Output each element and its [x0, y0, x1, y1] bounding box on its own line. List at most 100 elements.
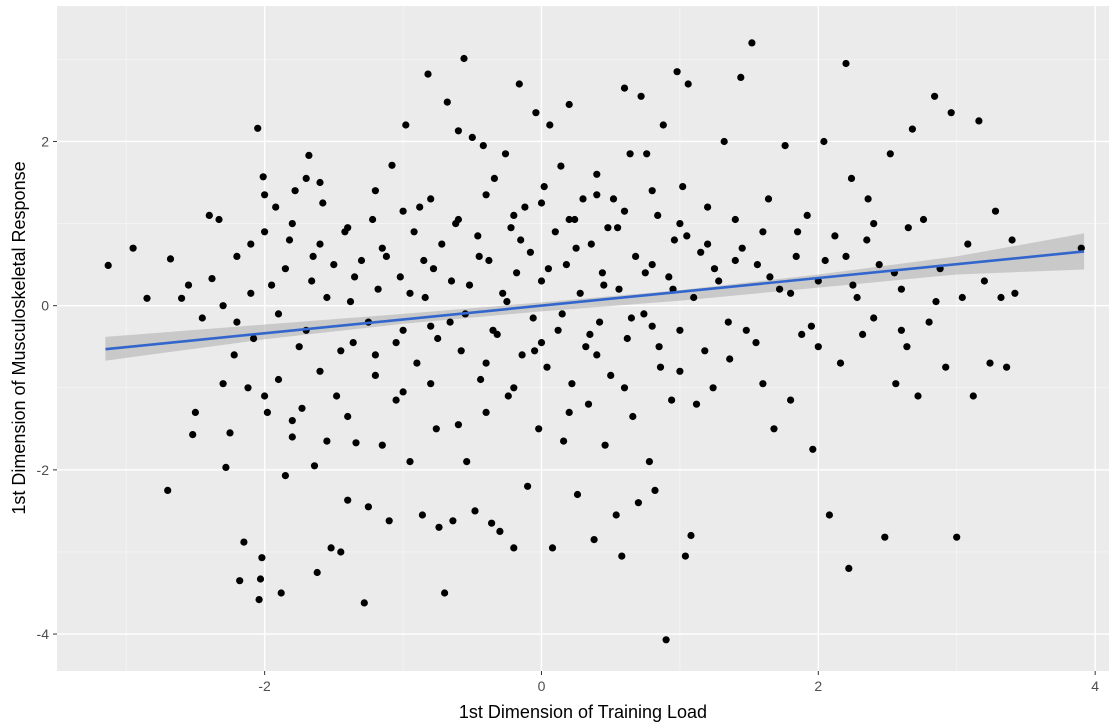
data-point	[396, 273, 404, 281]
data-point	[598, 269, 607, 277]
data-point	[258, 554, 266, 562]
data-point	[726, 355, 734, 363]
data-point	[429, 265, 438, 273]
regression-line	[105, 250, 1085, 351]
data-point	[614, 224, 622, 232]
data-point	[313, 568, 321, 577]
data-point	[392, 339, 400, 347]
data-point	[629, 412, 637, 421]
data-point	[454, 127, 462, 135]
data-point	[357, 256, 366, 265]
data-point	[980, 277, 989, 285]
data-point	[964, 240, 972, 248]
data-point	[673, 68, 681, 76]
data-point	[449, 517, 457, 525]
data-point	[399, 388, 407, 396]
data-point	[593, 191, 601, 199]
data-point	[764, 195, 773, 203]
data-point	[143, 294, 151, 302]
data-point	[420, 256, 428, 265]
data-point	[510, 384, 518, 392]
data-point	[676, 367, 684, 375]
data-point	[250, 334, 258, 343]
data-point	[554, 326, 562, 334]
data-point	[310, 462, 319, 470]
data-point	[548, 544, 557, 552]
data-point	[402, 121, 410, 129]
data-point	[845, 564, 853, 573]
data-point	[684, 80, 692, 88]
data-point	[302, 174, 310, 182]
data-point	[288, 433, 296, 441]
data-point	[432, 425, 440, 433]
data-point	[593, 170, 601, 178]
data-point	[593, 351, 601, 359]
data-point	[351, 273, 359, 281]
data-point	[261, 191, 269, 199]
data-point	[463, 458, 471, 466]
data-point	[701, 347, 709, 355]
data-point	[474, 232, 482, 240]
data-point	[288, 417, 296, 425]
data-point	[715, 277, 723, 285]
data-point	[704, 203, 712, 211]
data-point	[327, 544, 335, 552]
data-point	[752, 339, 760, 347]
data-point	[586, 330, 594, 338]
data-point	[892, 380, 900, 388]
data-point	[479, 142, 487, 150]
data-point	[399, 207, 407, 215]
x-tick-label: 2	[814, 678, 822, 694]
data-point	[847, 174, 856, 182]
data-point	[560, 437, 568, 445]
data-point	[607, 371, 615, 379]
data-point	[281, 265, 289, 273]
data-point	[382, 252, 390, 260]
data-point	[485, 256, 493, 265]
data-point	[305, 151, 313, 159]
data-point	[681, 552, 690, 560]
data-point	[215, 215, 223, 224]
data-point	[482, 408, 490, 416]
data-point	[590, 536, 598, 544]
data-point	[529, 314, 537, 322]
data-point	[787, 396, 795, 404]
data-point	[410, 228, 418, 236]
data-point	[526, 248, 535, 256]
data-point	[576, 289, 584, 297]
data-point	[244, 384, 252, 392]
data-point	[648, 187, 656, 195]
data-point	[897, 285, 906, 293]
data-point	[738, 244, 746, 252]
data-point	[908, 125, 917, 133]
data-point	[571, 215, 579, 224]
data-point	[546, 121, 554, 129]
data-point	[573, 490, 582, 499]
data-point	[226, 429, 234, 437]
data-point	[853, 293, 861, 302]
data-point	[864, 195, 872, 203]
data-point	[609, 195, 618, 203]
data-point	[344, 496, 352, 504]
data-point	[316, 178, 324, 187]
data-point	[337, 347, 345, 355]
data-point	[434, 334, 442, 343]
data-point	[731, 256, 739, 265]
data-point	[919, 215, 928, 224]
data-point	[319, 199, 327, 207]
data-point	[413, 359, 421, 367]
data-point	[521, 203, 529, 211]
y-tick-label: 2	[41, 133, 49, 149]
data-point	[914, 392, 922, 400]
data-point	[648, 322, 656, 330]
data-point	[371, 371, 379, 379]
data-point	[346, 298, 355, 306]
data-point	[198, 314, 206, 322]
data-point	[627, 314, 636, 322]
data-point	[540, 183, 548, 191]
data-point	[513, 269, 521, 277]
data-point	[849, 281, 857, 289]
data-point	[104, 261, 112, 269]
data-point	[388, 161, 396, 169]
